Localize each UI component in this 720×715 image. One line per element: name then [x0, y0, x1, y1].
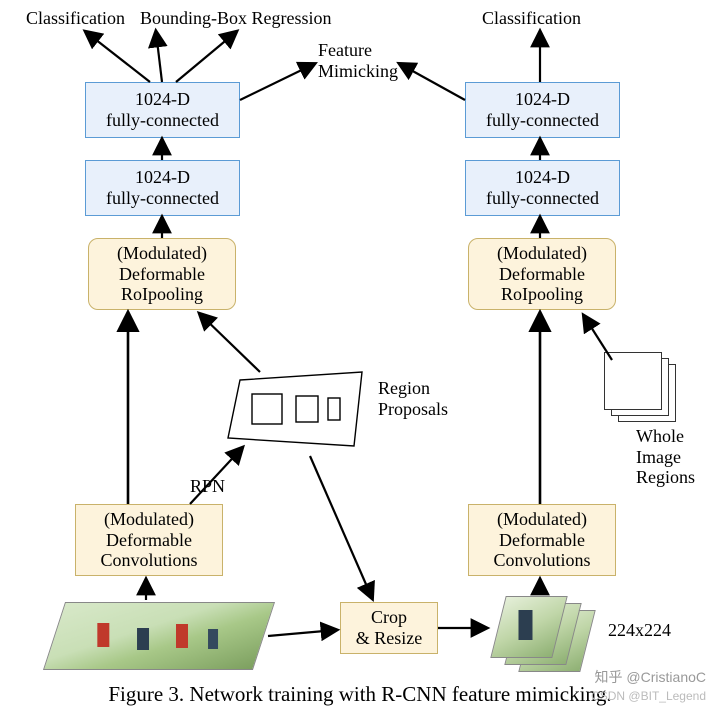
- left-roi-l2: Deformable: [119, 264, 205, 285]
- right-roi-l1: (Modulated): [497, 243, 587, 264]
- right-classification-label: Classification: [482, 8, 581, 29]
- whole-image-regions-label: Whole Image Regions: [636, 426, 695, 488]
- watermark-csdn: CSDN @BIT_Legend: [591, 689, 706, 703]
- rpn-label: RPN: [190, 476, 225, 497]
- left-fc2-line2: fully-connected: [106, 110, 219, 131]
- right-conv-l2: Deformable: [499, 530, 585, 551]
- crop-size-label: 224x224: [608, 620, 671, 641]
- right-fc2-line2: fully-connected: [486, 110, 599, 131]
- right-conv-l3: Convolutions: [493, 550, 590, 571]
- feature-mimicking-label: Feature Mimicking: [318, 40, 398, 81]
- left-conv-box: (Modulated) Deformable Convolutions: [75, 504, 223, 576]
- left-fc2-box: 1024-D fully-connected: [85, 82, 240, 138]
- watermark-zhihu: 知乎 @CristianoC: [595, 667, 706, 687]
- left-bbox-regression-label: Bounding-Box Regression: [140, 8, 332, 29]
- right-roi-box: (Modulated) Deformable RoIpooling: [468, 238, 616, 310]
- left-fc1-line1: 1024-D: [135, 167, 190, 188]
- crop-l1: Crop: [371, 607, 407, 628]
- right-conv-box: (Modulated) Deformable Convolutions: [468, 504, 616, 576]
- right-fc1-box: 1024-D fully-connected: [465, 160, 620, 216]
- right-conv-l1: (Modulated): [497, 509, 587, 530]
- right-fc1-line2: fully-connected: [486, 188, 599, 209]
- input-image-placeholder: [43, 602, 275, 670]
- right-fc1-line1: 1024-D: [515, 167, 570, 188]
- left-conv-l2: Deformable: [106, 530, 192, 551]
- left-roi-l1: (Modulated): [117, 243, 207, 264]
- left-fc2-line1: 1024-D: [135, 89, 190, 110]
- right-fc2-line1: 1024-D: [515, 89, 570, 110]
- left-conv-l3: Convolutions: [100, 550, 197, 571]
- left-roi-box: (Modulated) Deformable RoIpooling: [88, 238, 236, 310]
- region-proposals-icon: [222, 368, 372, 458]
- crop-resize-box: Crop & Resize: [340, 602, 438, 654]
- right-roi-l3: RoIpooling: [501, 284, 583, 305]
- left-fc1-box: 1024-D fully-connected: [85, 160, 240, 216]
- region-proposals-label: Region Proposals: [378, 378, 448, 419]
- right-roi-l2: Deformable: [499, 264, 585, 285]
- left-roi-l3: RoIpooling: [121, 284, 203, 305]
- diagram-canvas: Classification Bounding-Box Regression F…: [0, 0, 720, 715]
- left-classification-label: Classification: [26, 8, 125, 29]
- left-conv-l1: (Modulated): [104, 509, 194, 530]
- left-fc1-line2: fully-connected: [106, 188, 219, 209]
- right-fc2-box: 1024-D fully-connected: [465, 82, 620, 138]
- crop-l2: & Resize: [356, 628, 422, 649]
